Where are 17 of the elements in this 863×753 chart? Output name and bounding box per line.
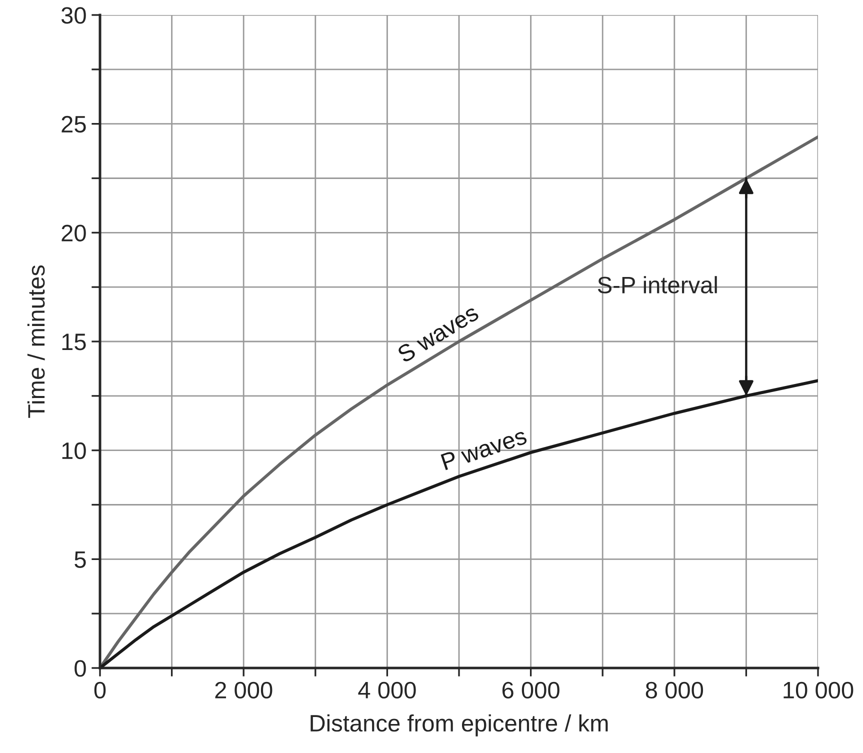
x-tick-label: 2 000 xyxy=(215,682,272,699)
x-tick-label: 10 000 xyxy=(784,682,854,699)
y-axis-title: Time / minutes xyxy=(27,265,45,418)
y-tick-label: 5 xyxy=(74,551,86,568)
y-tick-label: 20 xyxy=(62,224,86,242)
x-axis-title: Distance from epicentre / km xyxy=(310,714,608,736)
y-tick-label: 0 xyxy=(74,660,86,677)
y-tick-label: 15 xyxy=(62,334,86,350)
y-tick-label: 30 xyxy=(61,7,86,24)
y-tick-label: 25 xyxy=(62,116,86,133)
x-tick-label: 6 000 xyxy=(502,682,560,699)
x-tick-label: 0 xyxy=(94,682,106,699)
x-tick-label: 4 000 xyxy=(358,682,416,699)
ref-line-label: S-P interval xyxy=(598,276,717,294)
text: P waves xyxy=(440,427,528,470)
y-tick-label: 10 xyxy=(62,442,86,460)
x-tick-label: 8 000 xyxy=(646,682,704,699)
